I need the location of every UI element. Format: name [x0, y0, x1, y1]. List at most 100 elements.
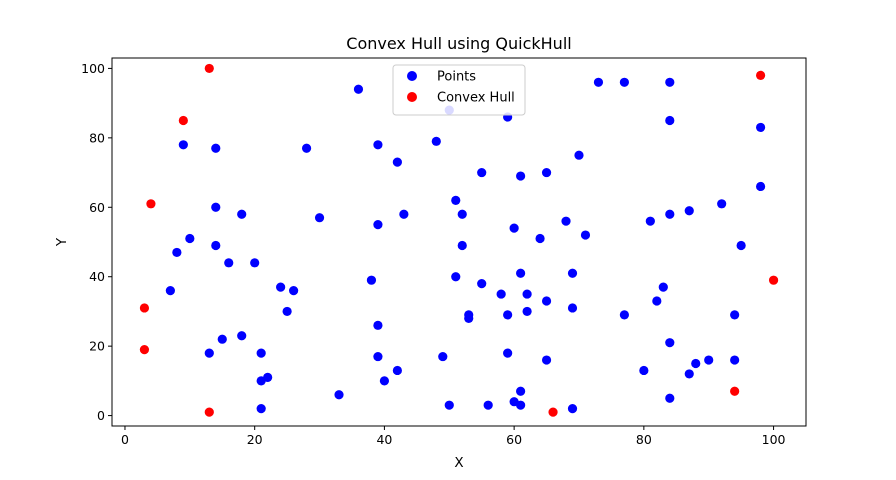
convex-hull-marker [178, 115, 188, 126]
legend-label-points: Points [437, 70, 476, 85]
points-marker [665, 77, 675, 87]
points-marker [567, 268, 578, 278]
legend-marker-points [407, 71, 417, 81]
points-marker [204, 348, 214, 358]
points-marker [755, 122, 766, 133]
points-marker [256, 404, 266, 414]
points-marker [211, 143, 221, 153]
points-marker [224, 258, 234, 268]
points-marker [237, 331, 247, 341]
legend-marker-convex-hull [407, 92, 417, 102]
convex-hull-marker [548, 407, 558, 417]
x-tick-label: 0 [121, 432, 129, 447]
points-marker [438, 351, 448, 362]
axes-frame [111, 57, 807, 427]
points-marker [619, 310, 629, 320]
points-marker [353, 84, 364, 94]
points-marker [276, 282, 286, 292]
points-marker [301, 143, 312, 153]
points-marker [639, 365, 649, 376]
y-tick-label: 80 [89, 130, 105, 145]
x-axis-label: X [454, 455, 463, 471]
x-tick-label: 20 [247, 432, 263, 447]
points-marker [457, 209, 467, 219]
y-axis-label: Y [54, 237, 70, 247]
y-tick-label: 0 [97, 408, 105, 423]
points-marker [665, 393, 675, 403]
points-marker [516, 386, 526, 396]
points-marker [250, 258, 260, 268]
points-marker [736, 240, 746, 251]
points-marker [665, 115, 675, 126]
points-marker [379, 376, 390, 386]
points-marker [516, 400, 526, 410]
points-marker [522, 306, 532, 317]
points-marker [464, 313, 474, 323]
points-marker [289, 286, 299, 296]
points-marker [392, 157, 402, 167]
points-marker [185, 233, 195, 244]
points-marker [392, 365, 402, 376]
points-marker [457, 240, 467, 251]
points-marker [503, 348, 513, 358]
x-tick-label: 60 [506, 432, 522, 447]
x-tick-label: 100 [762, 432, 786, 447]
points-marker [522, 289, 532, 299]
points-marker [509, 223, 519, 233]
points-marker [211, 240, 221, 251]
points-marker [730, 310, 740, 320]
points-marker [593, 77, 604, 87]
points-marker [730, 355, 740, 365]
points-marker [567, 303, 578, 313]
points-marker [451, 195, 461, 205]
y-tick-label: 100 [81, 61, 105, 76]
points-marker [237, 209, 247, 219]
points-marker [165, 286, 175, 296]
points-marker [574, 150, 584, 160]
y-tick-label: 20 [89, 339, 105, 354]
points-marker [334, 390, 344, 400]
convex-hull-marker [730, 386, 740, 396]
points-marker [665, 338, 675, 348]
points-marker [366, 275, 377, 285]
points-marker [541, 167, 552, 178]
convex-hull-marker [139, 345, 150, 355]
points-marker [477, 167, 487, 178]
plot-area [139, 63, 779, 417]
points-marker [503, 310, 513, 320]
points-marker [684, 206, 694, 216]
points-marker [755, 181, 766, 192]
points-marker [658, 282, 668, 292]
points-marker [373, 220, 383, 230]
points-marker [652, 296, 662, 306]
points-marker [373, 320, 383, 330]
points-marker [561, 216, 571, 226]
points-marker [211, 202, 221, 212]
points-marker [373, 140, 383, 150]
points-marker [172, 247, 182, 258]
points-marker [256, 348, 266, 358]
legend: Points Convex Hull [392, 64, 526, 116]
points-marker [399, 209, 409, 219]
points-marker [691, 358, 701, 369]
chart-title: Convex Hull using QuickHull [346, 34, 571, 53]
y-tick-label: 60 [89, 200, 105, 215]
legend-label-convex-hull: Convex Hull [437, 91, 515, 106]
legend-box [392, 64, 526, 116]
points-marker [516, 171, 526, 181]
points-marker [477, 279, 487, 289]
points-marker [567, 404, 578, 414]
convex-hull-marker [204, 63, 214, 74]
convex-hull-marker [139, 303, 150, 313]
points-marker [541, 355, 552, 365]
convex-hull-marker [146, 199, 156, 209]
points-marker [704, 355, 714, 365]
axis-ticks: 0 20 40 60 80 100 0 20 40 60 80 100 [81, 61, 785, 447]
points-marker [580, 230, 591, 240]
points-marker [263, 372, 273, 382]
y-tick-label: 40 [89, 269, 105, 284]
points-marker [314, 213, 325, 223]
convex-hull-marker [768, 275, 779, 285]
points-marker [619, 77, 629, 87]
